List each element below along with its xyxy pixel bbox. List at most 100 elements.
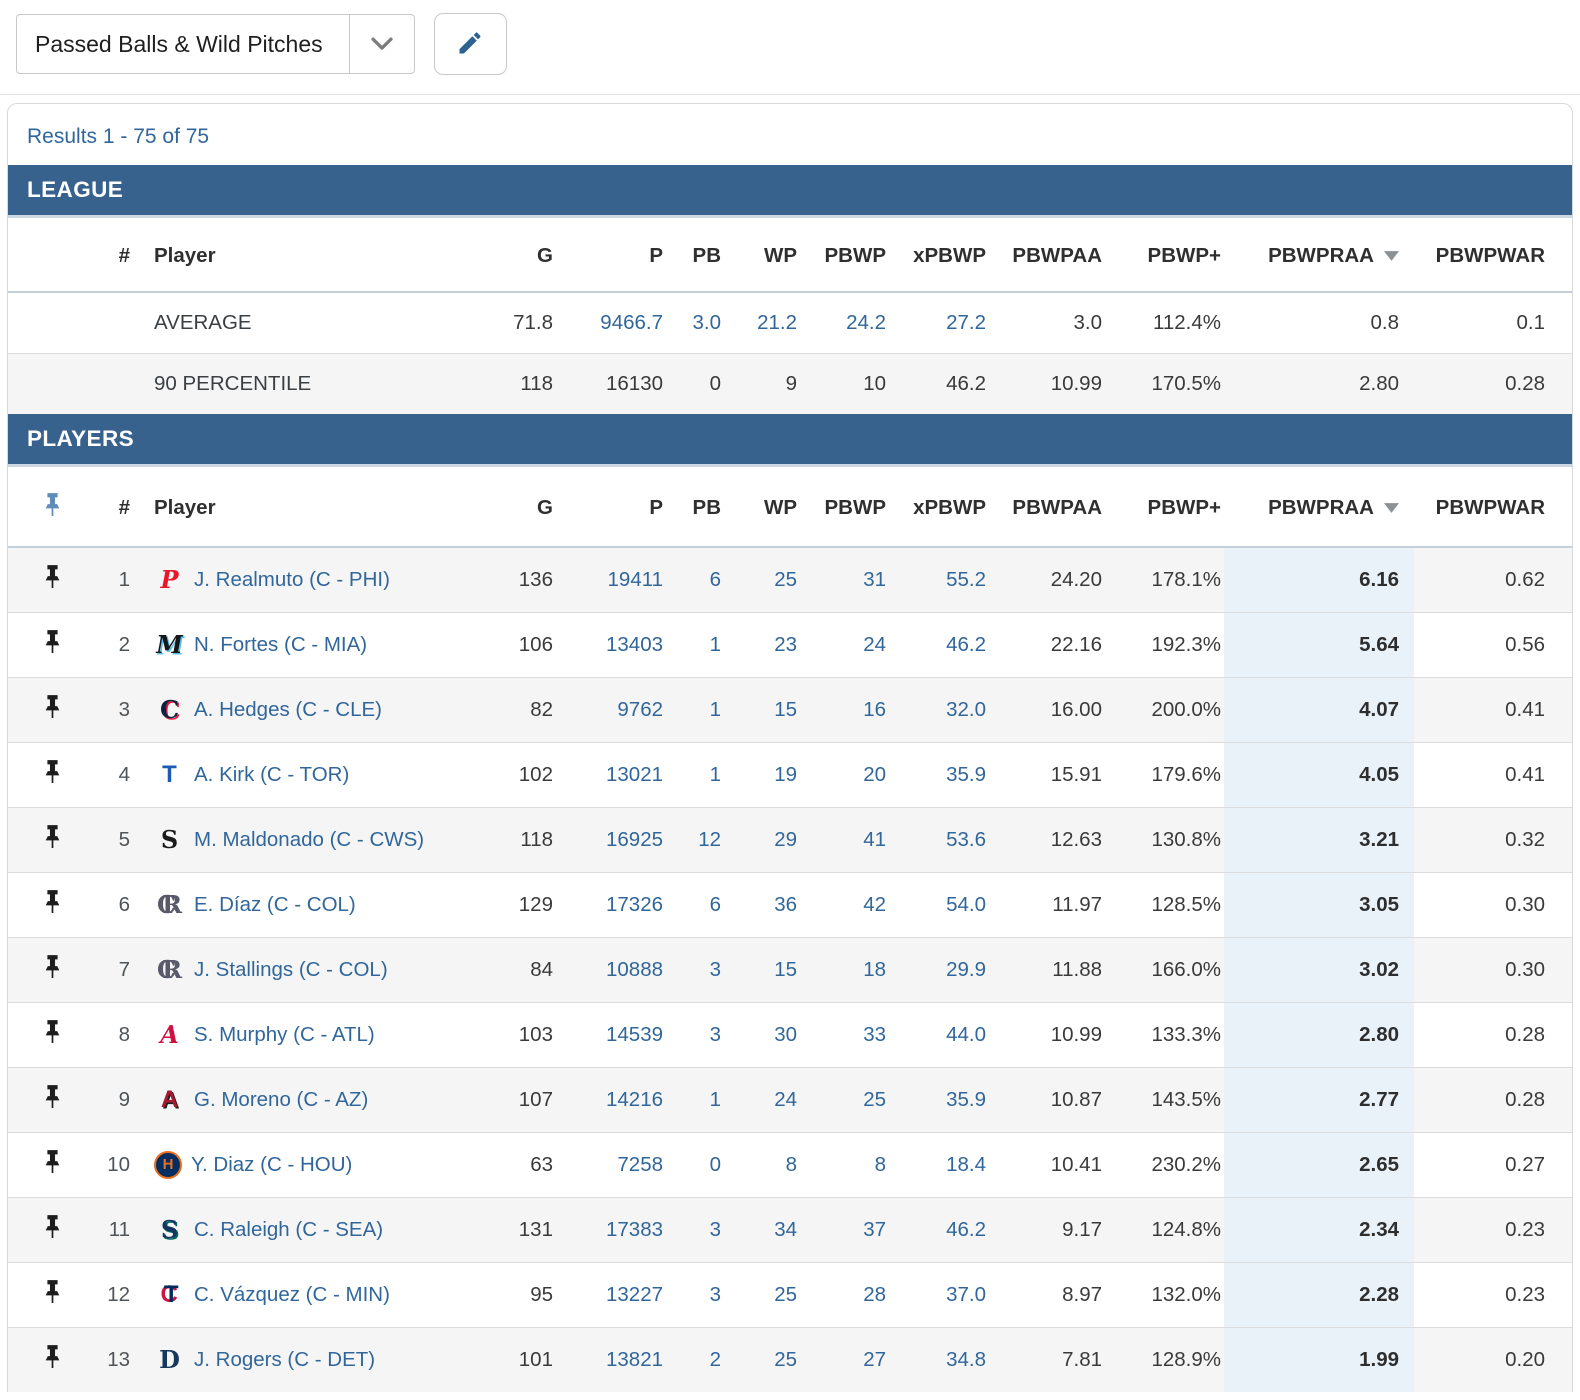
stat-link-wp[interactable]: 25 (774, 567, 797, 591)
stat-link-pb[interactable]: 1 (709, 632, 721, 656)
player-link[interactable]: A. Hedges (C - CLE) (194, 697, 382, 721)
stat-link-xpbwp[interactable]: 35.9 (946, 1087, 986, 1111)
stat-link-xpbwp[interactable]: 37.0 (946, 1282, 986, 1306)
stat-link-pbwp[interactable]: 41 (863, 827, 886, 851)
player-link[interactable]: C. Vázquez (C - MIN) (194, 1282, 390, 1306)
stat-link-p[interactable]: 17326 (605, 892, 663, 916)
stat-link-p[interactable]: 9762 (617, 697, 663, 721)
stat-link-pbwp[interactable]: 37 (863, 1217, 886, 1241)
pin-row-button[interactable] (8, 807, 96, 872)
stat-link-p[interactable]: 19411 (607, 567, 663, 591)
stat-link-p[interactable]: 13227 (605, 1282, 663, 1306)
stat-link-wp[interactable]: 15 (774, 957, 797, 981)
stat-link-pbwp[interactable]: 16 (863, 697, 886, 721)
stat-link-p[interactable]: 13403 (605, 632, 663, 656)
stat-link-wp[interactable]: 24 (774, 1087, 797, 1111)
stat-link-xpbwp[interactable]: 32.0 (946, 697, 986, 721)
stat-link-pb[interactable]: 3 (709, 957, 721, 981)
stat-link-p[interactable]: 9466.7 (600, 310, 663, 334)
stat-link-pb[interactable]: 12 (698, 827, 721, 851)
stat-link-wp[interactable]: 25 (774, 1282, 797, 1306)
pin-row-button[interactable] (8, 547, 96, 612)
pin-row-button[interactable] (8, 1197, 96, 1262)
stat-link-pb[interactable]: 3 (709, 1282, 721, 1306)
stat-link-pb[interactable]: 6 (709, 892, 721, 916)
column-header-pb[interactable]: PB (666, 467, 724, 548)
stat-link-wp[interactable]: 25 (774, 1347, 797, 1371)
stat-link-pbwp[interactable]: 28 (863, 1282, 886, 1306)
column-header-wp[interactable]: WP (724, 218, 800, 293)
pin-row-button[interactable] (8, 1002, 96, 1067)
stat-link-xpbwp[interactable]: 46.2 (946, 1217, 986, 1241)
stat-link-p[interactable]: 16925 (605, 827, 663, 851)
player-link[interactable]: E. Díaz (C - COL) (194, 892, 356, 916)
stat-link-pb[interactable]: 3 (709, 1217, 721, 1241)
player-link[interactable]: G. Moreno (C - AZ) (194, 1087, 369, 1111)
stat-link-p[interactable]: 14539 (605, 1022, 663, 1046)
stat-link-pbwp[interactable]: 24.2 (846, 310, 886, 334)
pin-row-button[interactable] (8, 612, 96, 677)
stat-link-xpbwp[interactable]: 55.2 (946, 567, 986, 591)
stat-link-pbwp[interactable]: 42 (863, 892, 886, 916)
pin-column-header[interactable] (8, 467, 96, 548)
player-link[interactable]: J. Stallings (C - COL) (194, 957, 388, 981)
stat-link-pbwp[interactable]: 31 (863, 567, 886, 591)
player-link[interactable]: J. Realmuto (C - PHI) (194, 567, 390, 591)
player-link[interactable]: J. Rogers (C - DET) (194, 1347, 376, 1371)
edit-preset-button[interactable] (433, 13, 507, 75)
stat-link-p[interactable]: 14216 (605, 1087, 663, 1111)
stat-link-pb[interactable]: 1 (709, 697, 721, 721)
stat-link-pb[interactable]: 0 (709, 1152, 721, 1176)
stat-link-xpbwp[interactable]: 54.0 (946, 892, 986, 916)
pin-row-button[interactable] (8, 937, 96, 1002)
stat-link-xpbwp[interactable]: 44.0 (946, 1022, 986, 1046)
stat-link-p[interactable]: 13021 (605, 762, 663, 786)
pin-row-button[interactable] (8, 742, 96, 807)
column-header-player[interactable]: Player (130, 218, 478, 293)
pin-row-button[interactable] (8, 1262, 96, 1327)
column-header-xpbwp[interactable]: xPBWP (889, 467, 989, 548)
column-header-pbwp[interactable]: PBWP (800, 467, 889, 548)
player-link[interactable]: S. Murphy (C - ATL) (194, 1022, 375, 1046)
column-header-pbwpraa[interactable]: PBWPRAA (1224, 467, 1414, 548)
stat-link-xpbwp[interactable]: 18.4 (946, 1152, 986, 1176)
stat-link-wp[interactable]: 21.2 (757, 310, 797, 334)
stat-link-pb[interactable]: 1 (709, 762, 721, 786)
stat-link-pb[interactable]: 3.0 (692, 310, 722, 334)
stat-link-wp[interactable]: 23 (774, 632, 797, 656)
stat-link-wp[interactable]: 8 (785, 1152, 797, 1176)
column-header-pbwp[interactable]: PBWP (800, 218, 889, 293)
column-header-player[interactable]: Player (130, 467, 478, 548)
player-link[interactable]: N. Fortes (C - MIA) (194, 632, 368, 656)
column-header-p[interactable]: P (556, 467, 666, 548)
column-header-pb[interactable]: PB (666, 218, 724, 293)
stat-link-pbwp[interactable]: 20 (863, 762, 886, 786)
column-header-pbwpaa[interactable]: PBWPAA (989, 467, 1105, 548)
stat-link-xpbwp[interactable]: 46.2 (946, 632, 986, 656)
stat-link-pbwp[interactable]: 27 (863, 1347, 886, 1371)
column-header-rank[interactable]: # (96, 467, 130, 548)
player-link[interactable]: Y. Diaz (C - HOU) (191, 1152, 353, 1176)
pin-row-button[interactable] (8, 677, 96, 742)
stat-link-p[interactable]: 7258 (617, 1152, 663, 1176)
pin-row-button[interactable] (8, 1132, 96, 1197)
stat-link-xpbwp[interactable]: 34.8 (946, 1347, 986, 1371)
stat-link-wp[interactable]: 30 (774, 1022, 797, 1046)
stat-link-pbwp[interactable]: 33 (863, 1022, 886, 1046)
column-header-g[interactable]: G (478, 467, 556, 548)
stat-link-pb[interactable]: 1 (709, 1087, 721, 1111)
pin-row-button[interactable] (8, 1067, 96, 1132)
column-header-pbwpwar[interactable]: PBWPWAR (1414, 467, 1572, 548)
column-header-pbwpaa[interactable]: PBWPAA (989, 218, 1105, 293)
stat-link-pbwp[interactable]: 8 (874, 1152, 886, 1176)
stat-link-pbwp[interactable]: 25 (863, 1087, 886, 1111)
column-header-pbwp_plus[interactable]: PBWP+ (1105, 218, 1224, 293)
stat-link-pbwp[interactable]: 18 (863, 957, 886, 981)
column-header-g[interactable]: G (478, 218, 556, 293)
player-link[interactable]: C. Raleigh (C - SEA) (194, 1217, 384, 1241)
stat-preset-select[interactable]: Passed Balls & Wild Pitches (16, 14, 415, 74)
stat-link-xpbwp[interactable]: 35.9 (946, 762, 986, 786)
column-header-pbwp_plus[interactable]: PBWP+ (1105, 467, 1224, 548)
stat-link-pb[interactable]: 2 (709, 1347, 721, 1371)
stat-link-pb[interactable]: 6 (709, 567, 721, 591)
